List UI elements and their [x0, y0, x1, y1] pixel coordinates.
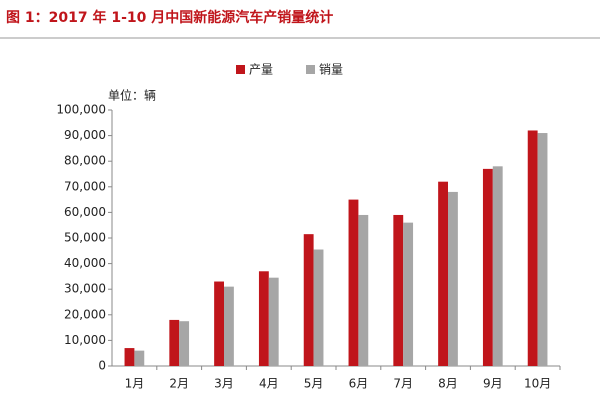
- bar: [313, 249, 324, 366]
- y-tick-label: 90,000: [64, 128, 106, 142]
- x-tick-label: 5月: [304, 377, 324, 391]
- y-tick-label: 0: [98, 359, 106, 373]
- y-tick-label: 60,000: [64, 205, 106, 219]
- bar: [258, 271, 269, 366]
- unit-label: 单位：辆: [108, 88, 156, 103]
- x-tick-label: 4月: [259, 377, 279, 391]
- chart-title: 图 1：2017 年 1-10 月中国新能源汽车产销量统计: [6, 9, 333, 26]
- bar: [224, 286, 234, 366]
- bar: [527, 130, 538, 366]
- bar: [393, 214, 404, 366]
- x-tick-label: 6月: [349, 377, 369, 391]
- legend-label: 产量: [249, 63, 273, 77]
- y-tick-label: 10,000: [64, 333, 106, 347]
- bar: [268, 277, 279, 366]
- bar: [214, 281, 224, 366]
- x-tick-label: 2月: [169, 377, 189, 391]
- y-tick-label: 20,000: [64, 307, 106, 321]
- bar: [358, 214, 369, 366]
- x-tick-label: 1月: [125, 377, 145, 391]
- legend-swatch: [306, 65, 315, 74]
- y-tick-label: 40,000: [64, 256, 106, 270]
- y-tick-label: 80,000: [64, 154, 106, 168]
- y-tick-label: 50,000: [64, 231, 106, 245]
- bar: [537, 133, 548, 366]
- x-tick-label: 3月: [214, 377, 234, 391]
- y-tick-label: 100,000: [56, 103, 106, 117]
- x-tick-label: 9月: [483, 377, 503, 391]
- bar: [169, 319, 180, 366]
- bar: [448, 191, 458, 366]
- bar: [492, 166, 503, 366]
- bar: [179, 321, 190, 366]
- y-tick-label: 30,000: [64, 282, 106, 296]
- bar: [124, 348, 135, 366]
- bar: [482, 168, 493, 366]
- bar: [438, 181, 448, 366]
- bar: [403, 222, 414, 366]
- y-tick-label: 70,000: [64, 179, 106, 193]
- bar: [134, 350, 145, 366]
- bar: [303, 234, 314, 366]
- x-tick-label: 10月: [524, 377, 551, 391]
- bar: [348, 199, 359, 366]
- legend-swatch: [236, 65, 245, 74]
- legend-label: 销量: [319, 63, 343, 77]
- x-tick-label: 8月: [438, 377, 458, 391]
- x-tick-label: 7月: [393, 377, 413, 391]
